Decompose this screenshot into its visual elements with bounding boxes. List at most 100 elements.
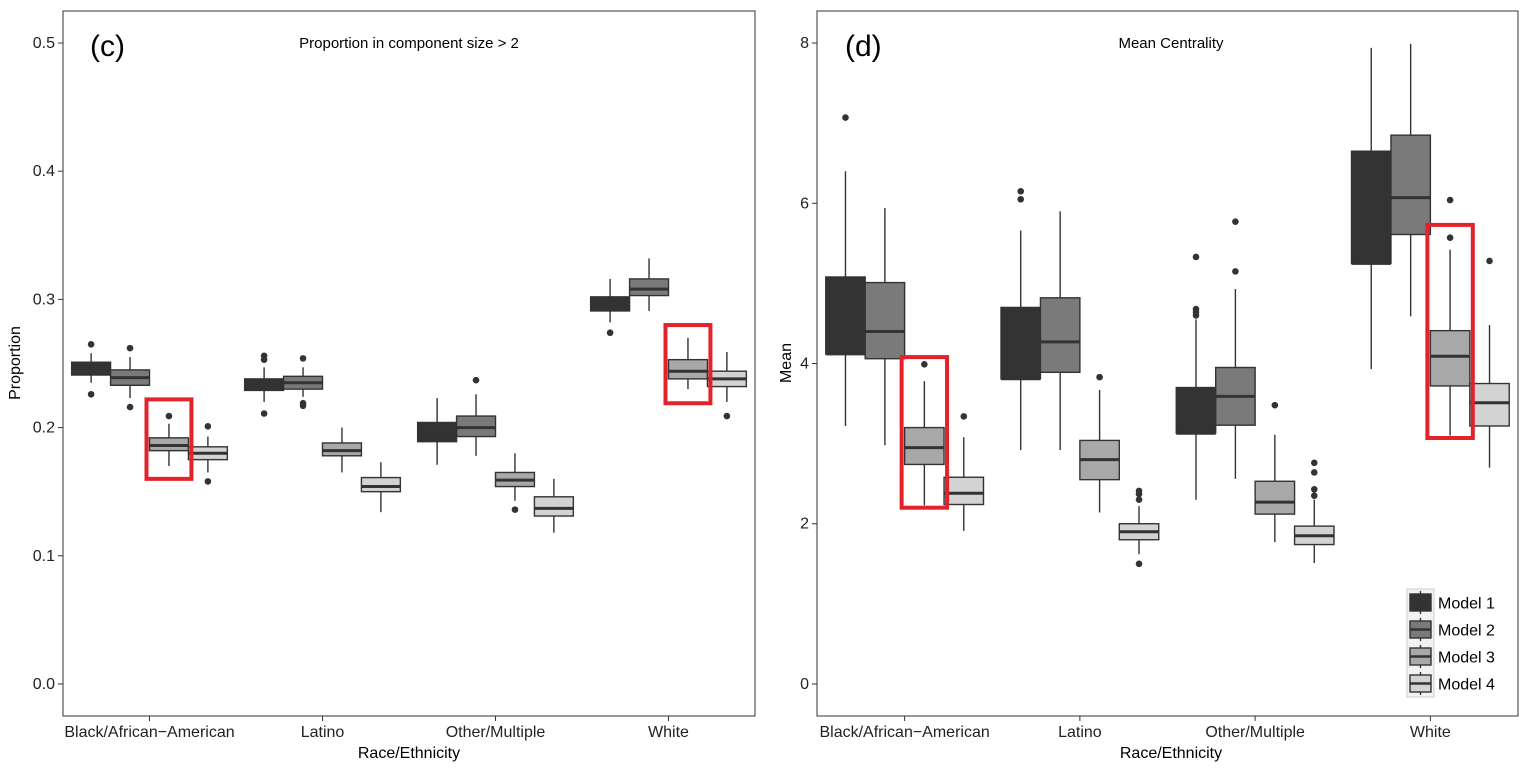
- y-tick-label: 0.0: [33, 676, 55, 693]
- outlier-point: [126, 403, 134, 411]
- box-model-1: [589, 278, 631, 337]
- box-model-1: [825, 114, 866, 426]
- panel-c-y-axis-title: Proportion: [7, 326, 24, 400]
- box-model-3: [148, 412, 190, 467]
- panel-c-frame: [62, 10, 756, 717]
- box-model-2: [1039, 211, 1081, 451]
- legend-item: Model 4: [1409, 672, 1495, 695]
- y-tick-label: 0.5: [33, 35, 55, 52]
- outlier-point: [960, 413, 968, 420]
- y-tick-label: 8: [800, 35, 809, 52]
- panel-c-x-axis: Black/African−American Latino Other/Multip…: [64, 716, 689, 741]
- outlier-point: [260, 410, 268, 417]
- outlier-point: [204, 423, 212, 430]
- outlier-point: [87, 340, 95, 348]
- box-model-2: [864, 208, 906, 446]
- box-iqr: [628, 278, 670, 297]
- box-model-3: [494, 453, 536, 513]
- box-iqr: [1469, 382, 1510, 427]
- legend: Model 1 Model 2 Model 3 Model 4: [1406, 588, 1495, 698]
- highlight-box: [144, 397, 194, 481]
- box-iqr: [533, 496, 575, 517]
- box-model-4: [706, 351, 748, 420]
- box-iqr: [864, 281, 906, 360]
- panel-d-highlights: [899, 222, 1475, 510]
- y-tick-label: 4: [800, 356, 809, 373]
- panel-c-proportion: (c) Proportion in component size > 2 Rac…: [7, 10, 756, 762]
- box-model-2: [109, 344, 151, 411]
- panel-d-y-axis: 0 2 4 6 8: [800, 35, 817, 693]
- outlier-point: [1232, 268, 1239, 275]
- outlier-point: [1486, 257, 1493, 265]
- panel-d-x-axis-title: Race/Ethnicity: [1120, 745, 1222, 762]
- x-tick-label: White: [1410, 724, 1451, 741]
- box-model-4: [360, 462, 402, 513]
- x-tick-label: Black/African−American: [64, 724, 234, 741]
- panel-c-y-axis: 0.0 0.1 0.2 0.3 0.4 0.5: [33, 35, 63, 693]
- panel-d-x-axis: Black/African−American Latino Other/Multip…: [819, 716, 1451, 741]
- panel-c-label: (c): [90, 30, 125, 63]
- panel-d-mean-centrality: (d) Mean Centrality Race/Ethnicity Mean …: [778, 10, 1519, 762]
- x-tick-label: Other/Multiple: [446, 724, 546, 741]
- outlier-point: [1192, 312, 1200, 319]
- panel-c-highlights: [144, 323, 713, 481]
- box-iqr: [1429, 329, 1471, 387]
- outlier-point: [1096, 373, 1103, 381]
- outlier-point: [126, 344, 134, 352]
- highlight-box: [899, 355, 950, 510]
- box-model-1: [416, 398, 458, 465]
- outlier-point: [1192, 253, 1200, 261]
- box-model-4: [533, 478, 575, 533]
- outlier-point: [1310, 485, 1318, 493]
- panel-d-title: Mean Centrality: [1118, 35, 1224, 52]
- box-model-1: [70, 340, 112, 398]
- box-iqr: [667, 358, 709, 380]
- box-model-1: [1350, 47, 1392, 370]
- panel-d-label: (d): [845, 30, 882, 63]
- box-model-3: [667, 337, 709, 390]
- box-iqr: [1254, 480, 1296, 515]
- outlier-point: [1446, 234, 1454, 242]
- outlier-point: [1135, 490, 1143, 498]
- x-tick-label: Latino: [1058, 724, 1102, 741]
- outlier-point: [921, 361, 928, 368]
- y-tick-label: 2: [800, 516, 809, 533]
- box-iqr: [943, 476, 985, 506]
- box-model-3: [1429, 196, 1471, 436]
- outlier-point: [165, 412, 173, 420]
- outlier-point: [1310, 469, 1318, 476]
- box-model-3: [321, 427, 363, 473]
- panel-c-x-axis-title: Race/Ethnicity: [358, 745, 460, 762]
- box-iqr: [360, 476, 402, 493]
- outlier-point: [842, 114, 849, 121]
- panel-c-title: Proportion in component size > 2: [299, 35, 519, 52]
- outlier-point: [1017, 195, 1025, 203]
- outlier-point: [299, 355, 307, 362]
- box-iqr: [416, 421, 458, 443]
- outlier-point: [299, 402, 307, 410]
- box-model-3: [903, 361, 945, 506]
- outlier-point: [723, 412, 731, 420]
- outlier-point: [472, 376, 480, 384]
- legend-label: Model 2: [1438, 623, 1495, 640]
- outlier-point: [1446, 196, 1454, 204]
- box-model-4: [1118, 487, 1160, 568]
- y-tick-label: 0.1: [33, 548, 55, 565]
- outlier-point: [511, 506, 519, 513]
- outlier-point: [1232, 218, 1239, 225]
- legend-label: Model 1: [1438, 596, 1495, 613]
- box-model-1: [243, 352, 285, 417]
- box-model-2: [282, 355, 324, 410]
- x-tick-label: White: [648, 724, 689, 741]
- x-tick-label: Latino: [301, 724, 345, 741]
- y-tick-label: 0: [800, 676, 809, 693]
- box-iqr: [1390, 134, 1432, 236]
- outlier-point: [1135, 560, 1143, 568]
- box-iqr: [1350, 150, 1392, 265]
- box-model-2: [455, 376, 497, 456]
- legend-label: Model 3: [1438, 650, 1495, 667]
- highlight-box: [663, 323, 713, 406]
- box-iqr: [1039, 297, 1081, 374]
- y-tick-label: 6: [800, 195, 809, 212]
